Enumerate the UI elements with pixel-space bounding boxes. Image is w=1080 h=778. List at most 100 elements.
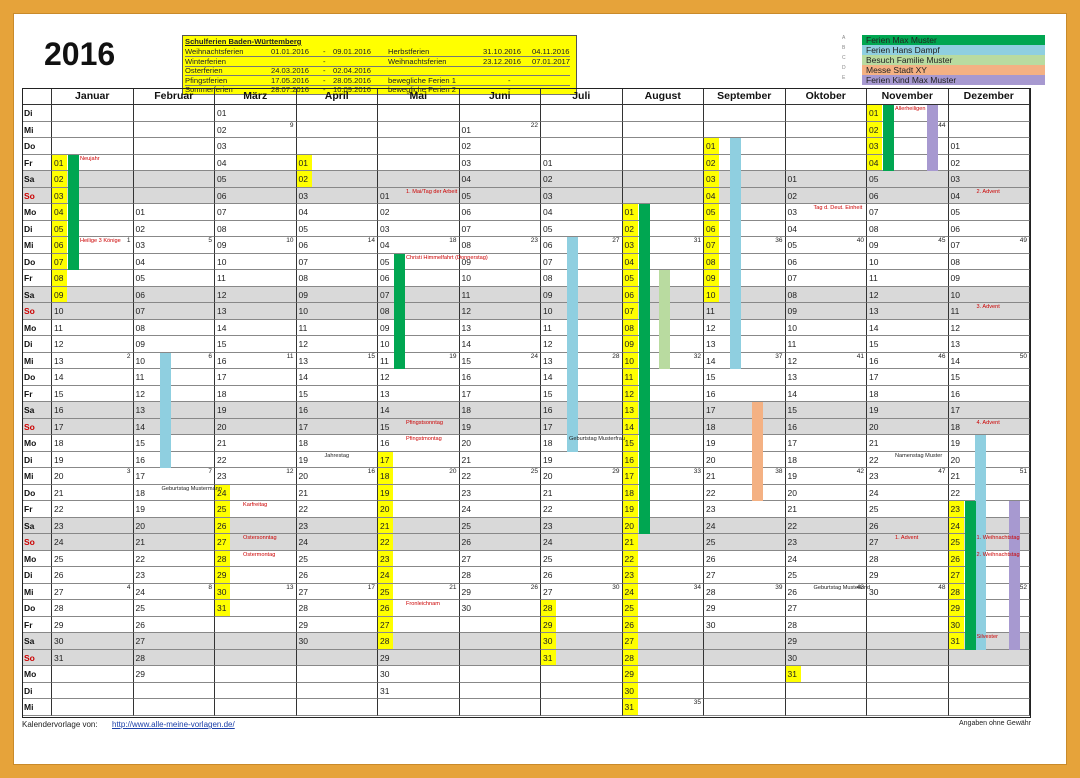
day-number: 06	[787, 256, 797, 267]
day-cell	[948, 121, 1030, 138]
day-number: 13	[135, 405, 145, 415]
weekday-label: So	[22, 187, 52, 204]
day-cell: 16	[785, 418, 867, 435]
day-cell: 15	[948, 369, 1030, 386]
legend-key: E	[842, 75, 846, 81]
day-cell: 21	[52, 484, 134, 501]
weekday-label: Di	[22, 220, 52, 237]
day-number: 23	[135, 570, 145, 580]
day-cell: 17	[785, 435, 867, 452]
day-number: 05	[461, 190, 471, 201]
day-cell: 12	[622, 385, 704, 402]
day-cell: 07 36	[704, 237, 786, 254]
day-number: 23	[298, 520, 308, 531]
week-number: 32	[693, 352, 701, 360]
day-number: 22	[380, 537, 390, 547]
week-number: 45	[938, 237, 946, 244]
day-cell: 23	[459, 484, 541, 501]
day-cell: 06 27	[541, 237, 623, 254]
day-number: 09	[217, 240, 227, 250]
day-number: 27	[706, 570, 716, 580]
day-number: 06	[869, 190, 879, 201]
day-cell	[459, 682, 541, 699]
day-number: 28	[461, 570, 471, 580]
day-cell: 23	[133, 567, 215, 584]
day-cell: 21	[296, 484, 378, 501]
school-holiday-mark	[785, 666, 801, 682]
day-cell: 29	[296, 616, 378, 633]
event-note: 1. Weihnachtstag	[976, 535, 1020, 541]
day-number: 29	[706, 603, 716, 613]
day-cell: 14	[622, 418, 704, 435]
week-number: 46	[938, 352, 946, 360]
day-cell: 20	[622, 517, 704, 534]
year-title: 2016	[44, 36, 116, 72]
legend-label: Messe Stadt XY	[862, 65, 1045, 75]
month-header: August	[622, 88, 704, 105]
school-holiday-mark	[867, 105, 882, 121]
day-cell: 03	[867, 138, 949, 155]
day-cell: 15 24	[459, 352, 541, 369]
day-cell: 27	[867, 534, 949, 551]
day-number: 08	[787, 289, 797, 300]
day-cell: 05	[215, 171, 297, 188]
day-number: 10	[54, 306, 64, 316]
day-cell: 20	[215, 418, 297, 435]
day-cell: 24	[215, 484, 297, 501]
day-number: 11	[380, 355, 389, 366]
holiday-row-divider	[185, 84, 570, 86]
day-cell: 11	[133, 369, 215, 386]
day-number: 15	[543, 388, 553, 399]
day-number: 18	[217, 388, 227, 399]
day-cell: 27	[133, 633, 215, 650]
day-cell	[704, 121, 786, 138]
day-number: 15	[624, 438, 634, 448]
day-cell: 12	[133, 385, 215, 402]
month-header: November	[867, 88, 949, 105]
day-number: 19	[380, 487, 390, 498]
holiday-cell: -	[508, 47, 511, 56]
day-cell: 28	[541, 600, 623, 617]
day-number: 26	[135, 619, 145, 630]
day-number: 06	[706, 223, 716, 234]
day-cell: 22	[948, 484, 1030, 501]
school-holiday-mark	[622, 352, 638, 368]
day-cell: 10	[704, 286, 786, 303]
day-cell: 03	[52, 187, 134, 204]
event-note: Geburtstag Mustermann	[161, 485, 222, 492]
day-cell: 13	[459, 319, 541, 336]
week-number: 49	[1019, 237, 1027, 244]
day-cell: 07	[215, 204, 297, 221]
footer-url-link[interactable]: http://www.alle-meine-vorlagen.de/	[112, 720, 235, 729]
day-cell	[378, 699, 460, 716]
day-cell: 22	[541, 501, 623, 518]
day-number: 10	[869, 256, 879, 267]
school-holiday-mark	[378, 534, 393, 550]
day-cell: 04	[948, 187, 1030, 204]
day-cell: 07	[785, 270, 867, 287]
day-number: 18	[869, 388, 879, 399]
day-number: 05	[543, 223, 553, 234]
day-cell: 15	[215, 336, 297, 353]
day-number: 20	[624, 520, 634, 531]
month-header: Juni	[459, 88, 541, 105]
school-holiday-mark	[622, 253, 638, 269]
holiday-cell: bewegliche Ferien 1	[388, 75, 456, 85]
event-bar	[883, 105, 894, 171]
holiday-cell: Weihnachtsferien	[185, 47, 244, 56]
day-cell: 13	[785, 369, 867, 386]
day-number: 23	[217, 471, 227, 481]
day-number: 02	[217, 124, 227, 135]
day-number: 19	[543, 454, 553, 465]
day-number: 24	[135, 586, 145, 597]
day-number: 26	[706, 553, 716, 564]
event-note: Namenstag Muster	[895, 452, 943, 459]
day-cell: 30	[378, 666, 460, 683]
week-number: 43	[856, 583, 864, 591]
day-cell: 20	[867, 418, 949, 435]
day-number: 31	[217, 603, 227, 613]
day-number: 07	[706, 240, 716, 250]
week-number: 20	[449, 468, 457, 475]
day-cell: 11	[948, 303, 1030, 320]
day-cell: 17 33	[622, 468, 704, 485]
